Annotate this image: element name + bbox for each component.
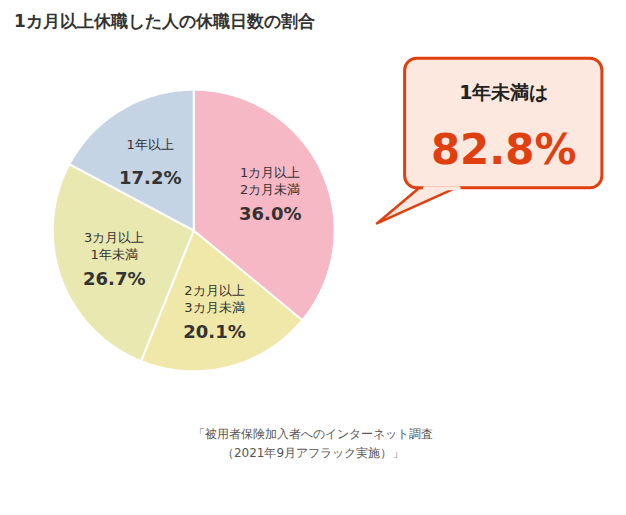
html-text:1カ月以上休職した人の休職日数の割合: 1カ月以上休職した人の休職日数の割合 (14, 11, 315, 31)
svg-text:1年未満は: 1年未満は (459, 81, 548, 103)
svg-text:36.0%: 36.0% (239, 203, 301, 224)
svg-text:1カ月以上2カ月未満: 1カ月以上2カ月未満 (240, 165, 300, 197)
svg-text:82.8%: 82.8% (431, 125, 577, 174)
svg-text:26.7%: 26.7% (83, 268, 145, 289)
svg-text:20.1%: 20.1% (183, 321, 245, 342)
svg-text:3カ月以上1年未満: 3カ月以上1年未満 (84, 230, 144, 262)
svg-text:2カ月以上3カ月未満: 2カ月以上3カ月未満 (184, 283, 244, 315)
html-text:「被用者保険加入者へのインターネット調査 （2021年9月ア: 「被用者保険加入者へのインターネット調査 （2021年9月アフラック実施）」 (193, 427, 433, 461)
svg-text:1年以上: 1年以上 (127, 137, 174, 152)
svg-text:17.2%: 17.2% (119, 167, 181, 188)
